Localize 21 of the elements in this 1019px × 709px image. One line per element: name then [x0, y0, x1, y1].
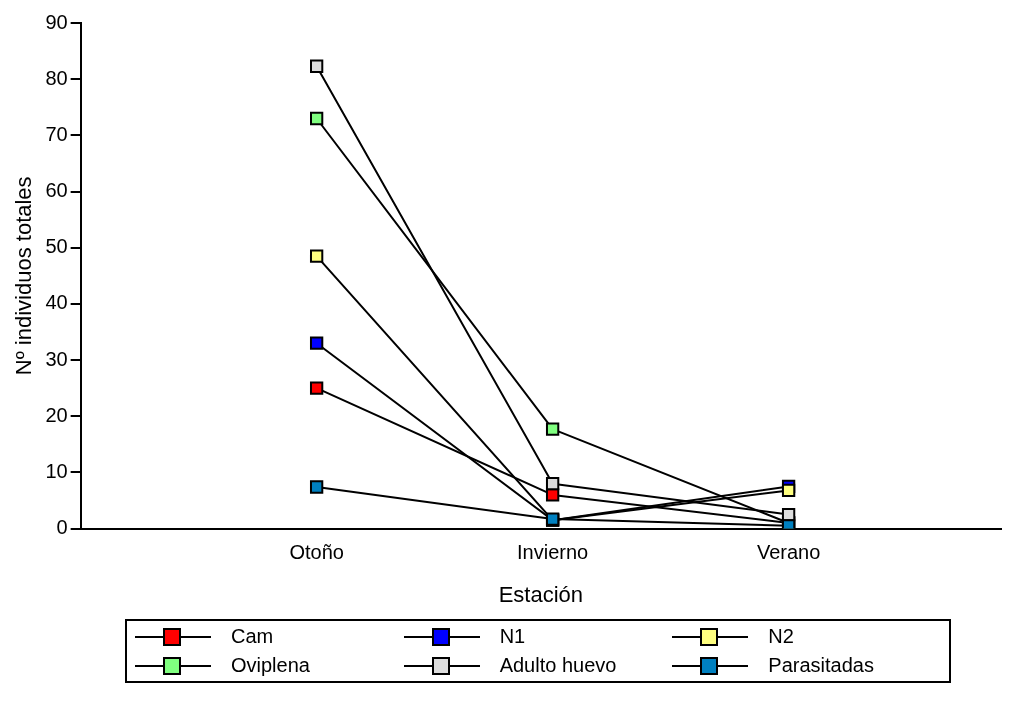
legend-label: Cam	[231, 625, 274, 648]
y-tick-label: 90	[45, 10, 68, 33]
y-tick-label: 80	[45, 66, 68, 89]
y-tick-label: 40	[45, 291, 68, 314]
x-axis-title: Estación	[498, 581, 584, 607]
y-tick-label: 60	[45, 179, 68, 202]
legend-label: N1	[499, 625, 526, 648]
x-tick-label: Verano	[756, 541, 821, 564]
y-tick-label: 50	[45, 235, 68, 258]
y-axis-title: Nº individuos totales	[11, 176, 37, 376]
legend-label: N2	[768, 625, 794, 648]
x-tick-label: Otoño	[289, 541, 344, 564]
y-tick-label: 70	[45, 122, 68, 145]
y-tick-label: 20	[45, 403, 68, 426]
legend-label: Parasitadas	[768, 654, 874, 677]
y-tick-label: 0	[56, 516, 68, 539]
x-tick-label: Invierno	[517, 541, 589, 564]
y-tick-label: 30	[45, 347, 68, 370]
legend-label: Oviplena	[231, 654, 310, 677]
legend-label: Adulto huevo	[499, 654, 617, 677]
y-tick-label: 10	[45, 459, 68, 482]
